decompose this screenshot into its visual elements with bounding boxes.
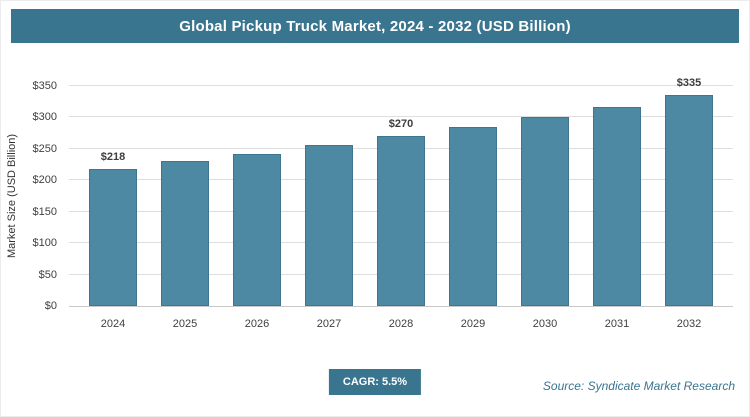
bar: [305, 145, 353, 306]
x-tick-label: 2031: [604, 318, 630, 330]
plot-area: $218 2024 2025 2026 2027 $270 2028 2029 2030 2031…: [69, 77, 733, 330]
bar-value-label: $218: [100, 150, 126, 163]
bar-group: 2031: [581, 86, 653, 330]
bar: [233, 153, 281, 306]
x-tick-label: 2024: [100, 318, 126, 330]
y-tick-label: $50: [38, 268, 57, 281]
gridline: [69, 116, 733, 118]
bar: [89, 168, 137, 306]
x-tick-label: 2032: [676, 318, 702, 330]
cagr-badge: CAGR: 5.5%: [328, 369, 422, 395]
x-tick-label: 2030: [532, 318, 558, 330]
bar-value-label: $335: [676, 77, 702, 90]
chart-title: Global Pickup Truck Market, 2024 - 2032 …: [179, 17, 571, 35]
bar-group: $218 2024: [77, 86, 149, 330]
x-tick-label: 2027: [316, 318, 342, 330]
y-tick-label: $150: [32, 205, 57, 218]
bar-group: 2026: [221, 86, 293, 330]
bar: [521, 117, 569, 306]
y-axis-title: Market Size (USD Billion): [6, 133, 18, 259]
bar: [593, 106, 641, 306]
bar-group: 2030: [509, 86, 581, 330]
bar: [161, 161, 209, 306]
bars-container: $218 2024 2025 2026 2027 $270 2028 2029 2030 2031…: [69, 77, 733, 330]
y-tick-label: $350: [32, 80, 57, 92]
x-tick-label: 2029: [460, 318, 486, 330]
y-axis-ticks: $0 $50 $100 $150 $200 $250 $300 $350: [21, 80, 63, 312]
bar-group: 2027: [293, 86, 365, 330]
bar: [377, 136, 425, 306]
gridline: [69, 85, 733, 86]
y-tick-label: $300: [32, 111, 57, 124]
bar: [665, 95, 713, 306]
x-tick-label: 2025: [172, 318, 198, 330]
x-tick-label: 2026: [244, 318, 270, 330]
bar-group: $270 2028: [365, 86, 437, 330]
x-tick-label: 2028: [388, 318, 414, 330]
source-text: Source: Syndicate Market Research: [542, 379, 735, 393]
bar-group: 2029: [437, 86, 509, 330]
bar-group: $335 2032: [653, 77, 725, 330]
y-tick-label: $100: [32, 237, 57, 250]
chart-title-bar: Global Pickup Truck Market, 2024 - 2032 …: [11, 9, 739, 43]
bar-value-label: $270: [388, 118, 414, 131]
y-tick-label: $250: [32, 142, 57, 155]
bar-group: 2025: [149, 86, 221, 330]
bar: [449, 126, 497, 306]
y-tick-label: $0: [44, 300, 57, 312]
y-tick-label: $200: [32, 174, 57, 187]
